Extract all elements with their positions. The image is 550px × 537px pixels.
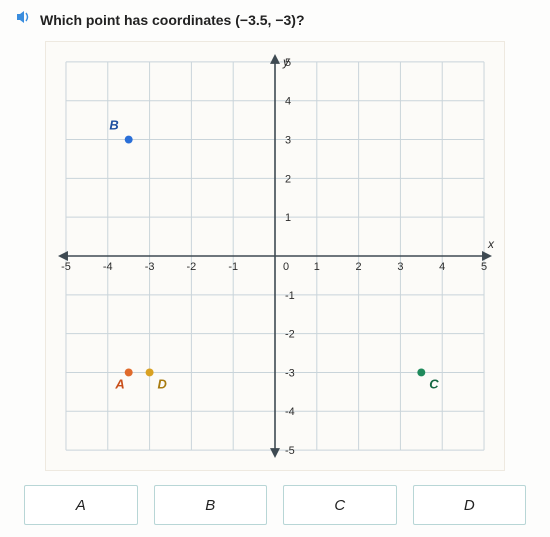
answer-choice-c[interactable]: C [283,485,397,525]
svg-text:-5: -5 [285,445,295,457]
question-text: Which point has coordinates (−3.5, −3)? [40,12,305,28]
svg-text:5: 5 [481,261,487,273]
svg-text:-1: -1 [285,290,295,302]
svg-text:1: 1 [285,212,291,224]
svg-text:3: 3 [285,135,291,147]
answer-label: B [205,497,215,514]
svg-text:2: 2 [356,261,362,273]
svg-text:-2: -2 [285,329,295,341]
svg-text:-3: -3 [285,367,295,379]
svg-text:3: 3 [397,261,403,273]
coordinate-graph: xy-5-4-3-2-112345-5-4-3-2-1123450ABCD [45,41,505,471]
svg-text:B: B [109,118,118,133]
svg-text:1: 1 [314,261,320,273]
answer-label: C [334,497,345,514]
svg-text:-4: -4 [103,261,113,273]
svg-text:2: 2 [285,173,291,185]
svg-text:A: A [114,376,124,391]
speaker-svg [14,8,32,26]
svg-text:D: D [158,376,167,391]
svg-text:-1: -1 [228,261,238,273]
answer-choice-a[interactable]: A [24,485,138,525]
graph-svg: xy-5-4-3-2-112345-5-4-3-2-1123450ABCD [45,41,505,471]
svg-text:5: 5 [285,57,291,69]
answer-label: D [464,497,475,514]
svg-text:4: 4 [439,261,445,273]
answer-choice-d[interactable]: D [413,485,527,525]
svg-text:-5: -5 [61,261,71,273]
question-header: Which point has coordinates (−3.5, −3)? [14,8,536,31]
svg-text:C: C [429,376,439,391]
svg-text:-3: -3 [145,261,155,273]
svg-text:-2: -2 [187,261,197,273]
svg-text:0: 0 [283,261,289,273]
svg-text:4: 4 [285,96,291,108]
svg-text:x: x [487,237,495,251]
answer-row: A B C D [14,485,536,525]
svg-text:-4: -4 [285,406,295,418]
audio-icon[interactable] [14,8,32,31]
answer-label: A [76,497,86,514]
answer-choice-b[interactable]: B [154,485,268,525]
